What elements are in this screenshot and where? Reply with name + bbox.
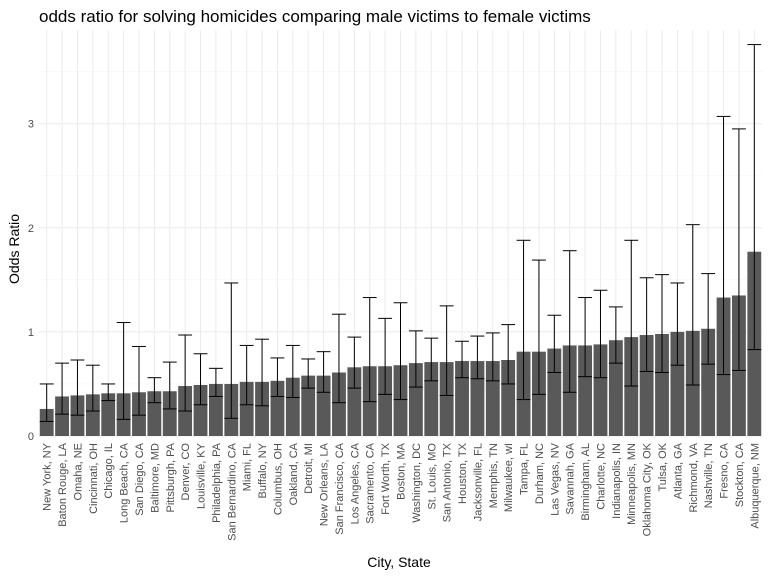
- x-tick-label: Durham, NC: [534, 443, 546, 504]
- x-tick-label: Pittsburgh, PA: [165, 442, 177, 512]
- bar-22: [378, 366, 393, 436]
- bar-41: [670, 331, 685, 436]
- x-tick-label: Houston, TX: [457, 442, 469, 504]
- x-tick-label: Albuquerque, NM: [749, 443, 761, 529]
- bar-13: [239, 381, 254, 436]
- bar-35: [578, 345, 593, 436]
- bar-29: [485, 361, 500, 436]
- bar-2: [70, 395, 85, 436]
- bar-4: [101, 393, 116, 436]
- x-tick-label: Washington, DC: [411, 443, 423, 523]
- x-tick-label: Savannah, GA: [565, 442, 577, 514]
- x-tick-label: Oakland, CA: [288, 442, 300, 505]
- x-tick-label: Chicago, IL: [103, 443, 115, 499]
- x-tick-label: Fort Worth, TX: [380, 442, 392, 514]
- bar-36: [593, 344, 608, 436]
- x-tick-label: St. Louis, MO: [426, 443, 438, 510]
- x-tick-label: Las Vegas, NV: [549, 442, 561, 515]
- x-tick-label: Stockton, CA: [734, 442, 746, 507]
- bar-20: [347, 367, 362, 436]
- x-tick-label: Miami, FL: [242, 443, 254, 491]
- x-tick-label: Oklahoma City, OK: [642, 442, 654, 536]
- x-tick-label: Baltimore, MD: [149, 443, 161, 513]
- bar-37: [608, 340, 623, 436]
- bar-43: [701, 328, 716, 436]
- x-tick-label: New Orleans, LA: [319, 442, 331, 526]
- x-tick-label: Fresno, CA: [719, 442, 731, 498]
- x-tick-label: Long Beach, CA: [119, 442, 131, 523]
- bar-18: [316, 375, 331, 436]
- x-tick-label: Baton Rouge, LA: [57, 442, 69, 526]
- bar-39: [639, 335, 654, 436]
- bar-14: [255, 381, 269, 436]
- x-tick-label: Boston, MA: [396, 442, 408, 500]
- y-tick-label: 1: [28, 327, 34, 339]
- y-tick-label: 3: [28, 119, 34, 131]
- x-tick-label: Minneapolis, MN: [626, 443, 638, 525]
- bar-26: [439, 362, 454, 436]
- y-axis-ticks: 0 1 2 3: [28, 119, 34, 443]
- x-tick-label: Cincinnati, OH: [88, 443, 100, 514]
- bar-38: [624, 337, 639, 436]
- x-tick-label: Philadelphia, PA: [211, 442, 223, 523]
- bar-16: [285, 377, 300, 436]
- x-tick-label: Denver, CO: [180, 443, 192, 501]
- bar-series: [39, 251, 762, 436]
- x-tick-label: Jacksonville, FL: [472, 443, 484, 521]
- x-tick-label: Los Angeles, CA: [349, 442, 361, 524]
- bar-3: [85, 394, 100, 436]
- bar-15: [270, 380, 285, 436]
- x-tick-label: New York, NY: [42, 442, 54, 511]
- bar-30: [501, 360, 516, 436]
- x-tick-label: Detroit, MI: [303, 443, 315, 494]
- x-tick-label: Louisville, KY: [196, 442, 208, 509]
- x-tick-label: San Bernardino, CA: [226, 442, 238, 540]
- bar-40: [655, 333, 669, 436]
- x-axis-ticks: New York, NY Baton Rouge, LA Omaha, NE Cinc…: [42, 442, 762, 541]
- chart-title: odds ratio for solving homicides compari…: [39, 7, 591, 26]
- x-tick-label: Richmond, VA: [688, 442, 700, 512]
- x-tick-label: Columbus, OH: [272, 443, 284, 515]
- x-tick-label: Tampa, FL: [519, 443, 531, 495]
- bar-11: [208, 383, 223, 436]
- x-tick-label: Atlanta, GA: [672, 442, 684, 499]
- bar-0: [39, 408, 54, 436]
- x-axis-title: City, State: [367, 554, 431, 570]
- y-axis-title: Odds Ratio: [6, 214, 22, 284]
- y-tick-label: 0: [28, 431, 34, 443]
- x-tick-label: San Antonio, TX: [442, 442, 454, 522]
- x-tick-label: Nashville, TN: [703, 443, 715, 508]
- x-tick-label: Indianapolis, IN: [611, 443, 623, 519]
- x-tick-label: San Diego, CA: [134, 442, 146, 515]
- x-tick-label: Sacramento, CA: [365, 442, 377, 523]
- bar-10: [193, 384, 208, 436]
- bar-27: [455, 361, 469, 436]
- x-tick-label: Buffalo, NY: [257, 442, 269, 498]
- x-tick-label: Charlotte, NC: [595, 443, 607, 510]
- x-tick-label: Milwaukee, wI: [503, 443, 515, 512]
- x-tick-label: Omaha, NE: [72, 443, 84, 500]
- bar-23: [393, 365, 408, 436]
- bar-33: [547, 348, 562, 436]
- x-tick-label: Tulsa, OK: [657, 442, 669, 491]
- y-tick-label: 2: [28, 223, 34, 235]
- bar-17: [301, 375, 316, 436]
- bar-19: [332, 372, 346, 436]
- bar-24: [408, 363, 423, 436]
- x-tick-label: Memphis, TN: [488, 443, 500, 508]
- bar-1: [55, 396, 69, 436]
- x-tick-label: San Francisco, CA: [334, 442, 346, 534]
- bar-8: [162, 391, 177, 436]
- error-bars: [39, 44, 762, 422]
- x-tick-label: Birmingham, AL: [580, 443, 592, 521]
- bar-28: [470, 361, 485, 436]
